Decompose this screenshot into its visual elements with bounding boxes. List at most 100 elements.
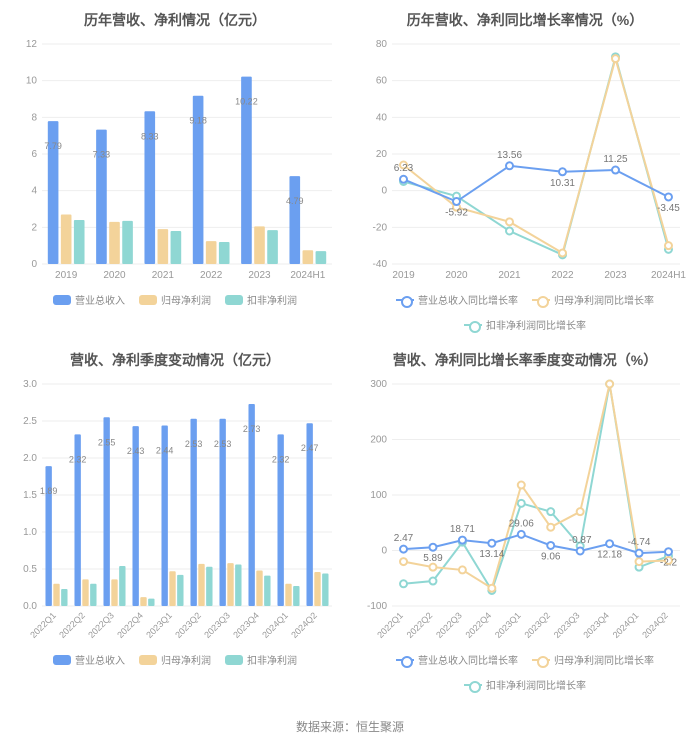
legend-item: 营业总收入 xyxy=(53,652,125,667)
svg-text:2.43: 2.43 xyxy=(127,446,145,456)
data-source-footer: 数据来源：恒生聚源 xyxy=(0,710,700,747)
svg-text:200: 200 xyxy=(370,435,387,446)
legend-item: 归母净利润同比增长率 xyxy=(532,652,654,667)
svg-text:2024H1: 2024H1 xyxy=(651,270,686,281)
svg-text:40: 40 xyxy=(376,112,388,123)
svg-text:2023: 2023 xyxy=(604,270,627,281)
legend-swatch xyxy=(225,655,243,665)
chart-grid: 历年营收、净利情况（亿元） 0246810127.7920197.3320208… xyxy=(0,0,700,710)
legend-swatch xyxy=(532,655,550,665)
svg-text:2.32: 2.32 xyxy=(272,454,290,464)
legend-swatch xyxy=(396,655,414,665)
svg-text:29.06: 29.06 xyxy=(509,518,534,529)
panel-annual-growth: 历年营收、净利同比增长率情况（%） -40-200204060806.23-5.… xyxy=(350,0,700,340)
svg-text:2.73: 2.73 xyxy=(243,424,261,434)
legend-label: 营业总收入 xyxy=(75,292,125,307)
svg-text:0.0: 0.0 xyxy=(23,601,37,612)
legend-label: 营业总收入同比增长率 xyxy=(418,292,518,307)
legend-label: 扣非净利润 xyxy=(247,652,297,667)
svg-text:2.47: 2.47 xyxy=(301,443,319,453)
chart-canvas-tr: -40-200204060806.23-5.9213.5610.3111.25-… xyxy=(358,36,692,286)
svg-text:7.33: 7.33 xyxy=(93,150,111,160)
svg-text:2023Q1: 2023Q1 xyxy=(493,610,523,640)
legend-swatch xyxy=(139,655,157,665)
svg-text:8.33: 8.33 xyxy=(141,131,159,141)
svg-text:13.56: 13.56 xyxy=(497,150,522,161)
svg-text:10.31: 10.31 xyxy=(550,178,575,189)
svg-text:2022Q3: 2022Q3 xyxy=(434,610,464,640)
svg-text:-0.87: -0.87 xyxy=(569,535,592,546)
svg-text:60: 60 xyxy=(376,76,388,87)
legend-item: 营业总收入同比增长率 xyxy=(396,292,518,307)
chart-title: 历年营收、净利情况（亿元） xyxy=(8,10,342,30)
svg-text:0.5: 0.5 xyxy=(23,564,37,575)
svg-text:1.5: 1.5 xyxy=(23,490,37,501)
legend-swatch xyxy=(532,295,550,305)
svg-text:2.32: 2.32 xyxy=(69,454,87,464)
chart-canvas-bl: 0.00.51.01.52.02.53.01.892022Q12.322022Q… xyxy=(8,376,342,646)
svg-text:-40: -40 xyxy=(373,259,388,270)
legend-label: 归母净利润同比增长率 xyxy=(554,652,654,667)
legend-label: 归母净利润 xyxy=(161,652,211,667)
svg-text:2023Q4: 2023Q4 xyxy=(231,610,261,640)
svg-text:2022Q4: 2022Q4 xyxy=(115,610,145,640)
svg-text:2022Q1: 2022Q1 xyxy=(28,610,58,640)
chart-canvas-tl: 0246810127.7920197.3320208.3320219.18202… xyxy=(8,36,342,286)
svg-text:2024Q1: 2024Q1 xyxy=(611,610,641,640)
svg-text:2021: 2021 xyxy=(152,270,175,281)
chart-title: 营收、净利季度变动情况（亿元） xyxy=(8,350,342,370)
legend-label: 营业总收入同比增长率 xyxy=(418,652,518,667)
svg-text:2023Q3: 2023Q3 xyxy=(202,610,232,640)
svg-text:2022Q1: 2022Q1 xyxy=(375,610,405,640)
legend-swatch xyxy=(464,680,482,690)
svg-text:2023Q3: 2023Q3 xyxy=(552,610,582,640)
svg-text:10.22: 10.22 xyxy=(235,97,258,107)
svg-text:1.0: 1.0 xyxy=(23,527,37,538)
legend-item: 扣非净利润 xyxy=(225,652,297,667)
svg-text:2022Q3: 2022Q3 xyxy=(86,610,116,640)
legend-item: 扣非净利润同比增长率 xyxy=(464,677,586,692)
legend-tl: 营业总收入 归母净利润 扣非净利润 xyxy=(8,292,342,307)
svg-text:3.0: 3.0 xyxy=(23,379,37,390)
svg-text:2020: 2020 xyxy=(103,270,126,281)
svg-text:2.47: 2.47 xyxy=(394,533,414,544)
svg-text:6.23: 6.23 xyxy=(394,163,414,174)
svg-text:2023Q4: 2023Q4 xyxy=(581,610,611,640)
svg-text:2024H1: 2024H1 xyxy=(290,270,325,281)
svg-text:2024Q2: 2024Q2 xyxy=(289,610,319,640)
svg-text:1.89: 1.89 xyxy=(40,486,58,496)
svg-text:2021: 2021 xyxy=(498,270,521,281)
svg-text:9.18: 9.18 xyxy=(189,116,207,126)
legend-tr: 营业总收入同比增长率 归母净利润同比增长率扣非净利润同比增长率 xyxy=(358,292,692,332)
legend-item: 营业总收入同比增长率 xyxy=(396,652,518,667)
svg-text:-2.2: -2.2 xyxy=(660,558,678,569)
svg-text:13.14: 13.14 xyxy=(479,549,504,560)
legend-item: 归母净利润 xyxy=(139,292,211,307)
svg-text:5.89: 5.89 xyxy=(423,553,443,564)
legend-swatch xyxy=(53,295,71,305)
svg-text:12.18: 12.18 xyxy=(597,550,622,561)
legend-label: 扣非净利润同比增长率 xyxy=(486,317,586,332)
legend-label: 归母净利润同比增长率 xyxy=(554,292,654,307)
svg-text:300: 300 xyxy=(370,379,387,390)
svg-text:2.0: 2.0 xyxy=(23,453,37,464)
svg-text:2022Q2: 2022Q2 xyxy=(405,610,435,640)
chart-title: 营收、净利同比增长率季度变动情况（%） xyxy=(358,350,692,370)
legend-item: 归母净利润同比增长率 xyxy=(532,292,654,307)
legend-item: 归母净利润 xyxy=(139,652,211,667)
legend-item: 扣非净利润同比增长率 xyxy=(464,317,586,332)
legend-item: 扣非净利润 xyxy=(225,292,297,307)
svg-text:100: 100 xyxy=(370,490,387,501)
chart-title: 历年营收、净利同比增长率情况（%） xyxy=(358,10,692,30)
panel-annual-revenue: 历年营收、净利情况（亿元） 0246810127.7920197.3320208… xyxy=(0,0,350,340)
svg-text:-5.92: -5.92 xyxy=(445,208,468,219)
legend-swatch xyxy=(396,295,414,305)
legend-br: 营业总收入同比增长率 归母净利润同比增长率扣非净利润同比增长率 xyxy=(358,652,692,692)
svg-text:2024Q2: 2024Q2 xyxy=(640,610,670,640)
svg-text:6: 6 xyxy=(31,149,37,160)
svg-text:4.79: 4.79 xyxy=(286,196,304,206)
legend-swatch xyxy=(139,295,157,305)
legend-label: 扣非净利润 xyxy=(247,292,297,307)
svg-text:12: 12 xyxy=(26,39,38,50)
legend-label: 归母净利润 xyxy=(161,292,211,307)
